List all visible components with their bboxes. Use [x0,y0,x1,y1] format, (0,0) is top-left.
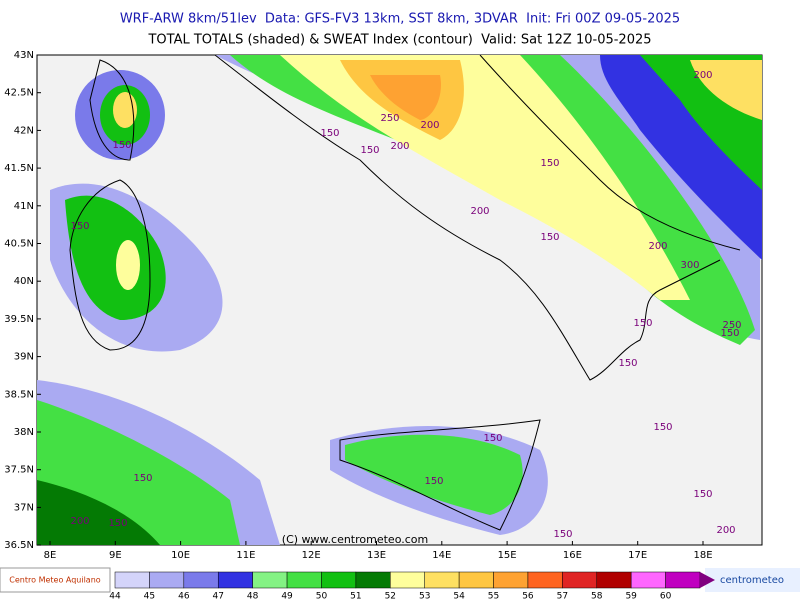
legend-swatch [424,571,460,589]
contour-label: 150 [540,232,559,243]
contour-label: 150 [720,328,739,339]
lat-label: 37.5N [4,465,34,476]
legend-swatch [562,571,598,589]
legend-swatch [286,571,322,589]
legend-swatch [493,571,529,589]
contour-label: 150 [653,422,672,433]
contour-label: 200 [648,241,667,252]
legend-swatch [114,571,150,589]
legend-swatch [217,571,253,589]
contour-label: 200 [693,70,712,81]
lon-label: 18E [693,550,712,561]
legend-swatch [458,571,494,589]
contour-label: 200 [420,120,439,131]
legend-swatch [665,571,701,589]
lat-label: 36.5N [4,540,34,551]
contour-label: 150 [320,128,339,139]
contour-label: 150 [553,529,572,540]
legend-swatch [527,571,563,589]
legend-label: 45 [144,592,155,600]
legend-label: 58 [591,592,603,600]
header-line2: TOTAL TOTALS (shaded) & SWEAT Index (con… [147,33,651,48]
contour-label: 150 [133,473,152,484]
legend-swatch [596,571,632,589]
lat-label: 38N [14,427,34,438]
legend-label: 56 [522,592,534,600]
legend-label: 50 [316,592,328,600]
legend-label: 54 [453,592,465,600]
colorbar: Centro Meteo Aquilano centrometeo [0,567,800,593]
lon-label: 17E [628,550,647,561]
legend-swatch [390,571,425,589]
map-area [36,54,763,546]
lat-label: 43N [14,50,34,61]
legend-swatch [630,571,666,589]
lon-label: 8E [44,550,57,561]
header-line1: WRF-ARW 8km/51lev Data: GFS-FV3 13km, SS… [120,12,680,27]
contour-label: 150 [618,358,637,369]
logo-right: centrometeo [720,575,784,586]
lat-label: 37N [14,502,34,513]
contour-label: 150 [633,318,652,329]
lat-label: 41.5N [4,163,34,174]
lat-label: 42.5N [4,88,34,99]
contour-label: 300 [680,260,699,271]
logo-left-box [0,567,111,593]
contour-label: 200 [470,206,489,217]
legend-label: 60 [660,592,672,600]
contour-label: 150 [108,518,127,529]
legend-label: 52 [385,592,396,600]
contour-label: 150 [112,140,131,151]
lon-label: 13E [367,550,386,561]
legend-label: 46 [178,592,190,600]
lat-label: 38.5N [4,389,34,400]
logo-right-box [705,568,800,592]
legend-swatch [321,571,357,589]
legend-swatch [252,571,288,589]
legend-label: 48 [247,592,259,600]
lon-label: 14E [432,550,451,561]
contour-label: 150 [360,145,379,156]
logo-left: Centro Meteo Aquilano [9,576,100,585]
lon-label: 12E [302,550,321,561]
legend-label: 47 [213,592,224,600]
contour-label: 150 [483,433,502,444]
legend-swatch [355,571,391,589]
legend-label: 55 [488,592,499,600]
legend-label: 44 [109,592,121,600]
legend-label: 59 [625,592,637,600]
shading [37,55,762,545]
lon-label: 11E [236,550,255,561]
legend-swatch [183,571,219,589]
contour-label: 200 [390,141,409,152]
coastlines [69,54,741,531]
lat-label: 39.5N [4,314,34,325]
legend-swatch [149,571,185,589]
contour-label: 200 [70,516,89,527]
contour-label: 200 [716,525,735,536]
lat-label: 41N [14,201,34,212]
legend-label: 51 [350,592,361,600]
contour-label: 150 [424,476,443,487]
lat-label: 39N [14,352,34,363]
legend-label: 57 [557,592,568,600]
legend-label: 53 [419,592,430,600]
lat-label: 40N [14,276,34,287]
contour-label: 250 [722,320,741,331]
lon-label: 16E [563,550,582,561]
legend-label: 49 [281,592,293,600]
lon-label: 15E [498,550,517,561]
lon-label: 10E [171,550,190,561]
copyright: (C) www.centrometeo.com [282,533,428,546]
legend-arrow [700,572,715,588]
contour-label: 150 [540,158,559,169]
contour-label: 150 [70,221,89,232]
lat-label: 40.5N [4,239,34,250]
lat-label: 42N [14,125,34,136]
lon-label: 9E [109,550,122,561]
contour-label: 150 [693,489,712,500]
contour-label: 250 [380,113,399,124]
